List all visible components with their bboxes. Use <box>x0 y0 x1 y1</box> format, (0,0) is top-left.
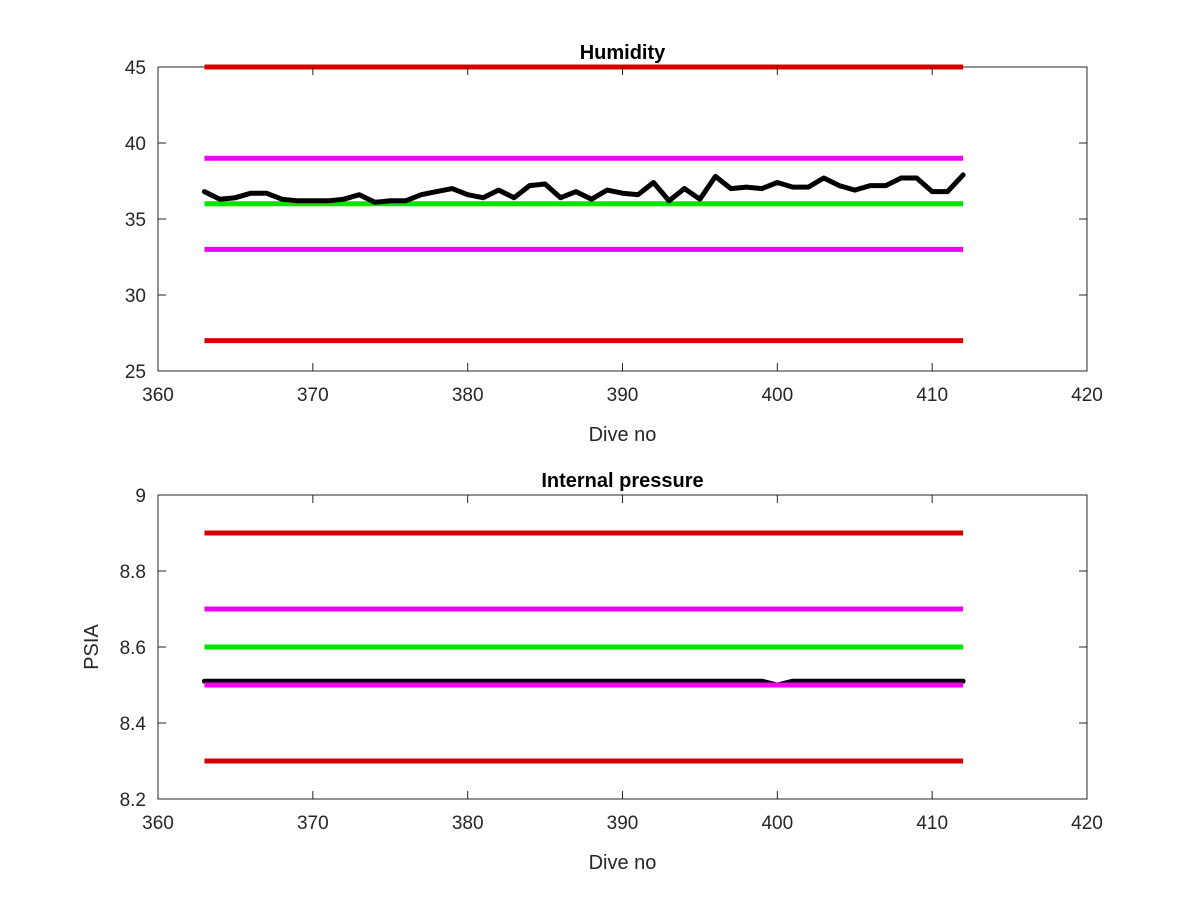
x-tick-label: 400 <box>761 385 793 406</box>
y-tick-label: 40 <box>125 134 146 155</box>
x-tick-label: 410 <box>916 385 948 406</box>
y-axis-label: PSIA <box>81 624 103 670</box>
x-tick-label: 390 <box>607 385 639 406</box>
axes-box <box>157 66 1088 372</box>
internal-pressure-plot: 360 370 380 390 400 410 420 8.2 8.4 8.6 8.8 9 Intern… <box>81 470 1103 874</box>
x-tick-label: 420 <box>1071 385 1103 406</box>
humidity-plot: 360 370 380 390 400 410 420 25 30 35 40 45 Humidity D… <box>125 42 1103 446</box>
x-tick-label: 360 <box>142 385 174 406</box>
x-tick-label: 380 <box>452 813 484 834</box>
x-tick-label: 370 <box>297 385 329 406</box>
y-tick-label: 8.2 <box>120 790 146 811</box>
y-tick-label: 45 <box>125 58 146 79</box>
x-tick-label: 360 <box>142 813 174 834</box>
chart-title: Internal pressure <box>541 470 703 492</box>
x-tick-label: 370 <box>297 813 329 834</box>
y-tick-label: 35 <box>125 210 146 231</box>
x-tick-label: 390 <box>607 813 639 834</box>
y-tick-label: 25 <box>125 362 146 383</box>
series-line <box>201 172 966 205</box>
y-tick-label: 8.8 <box>120 562 146 583</box>
chart-title: Humidity <box>580 42 666 64</box>
y-tick-label: 8.4 <box>120 714 147 735</box>
x-tick-label: 410 <box>916 813 948 834</box>
y-tick-label: 30 <box>125 286 146 307</box>
x-tick-label: 380 <box>452 385 484 406</box>
y-tick-label: 9 <box>135 486 146 507</box>
x-tick-label: 420 <box>1071 813 1103 834</box>
series-line <box>201 678 966 688</box>
x-axis-label: Dive no <box>589 424 657 446</box>
x-tick-label: 400 <box>761 813 793 834</box>
x-axis-label: Dive no <box>589 852 657 874</box>
y-tick-label: 8.6 <box>120 638 146 659</box>
